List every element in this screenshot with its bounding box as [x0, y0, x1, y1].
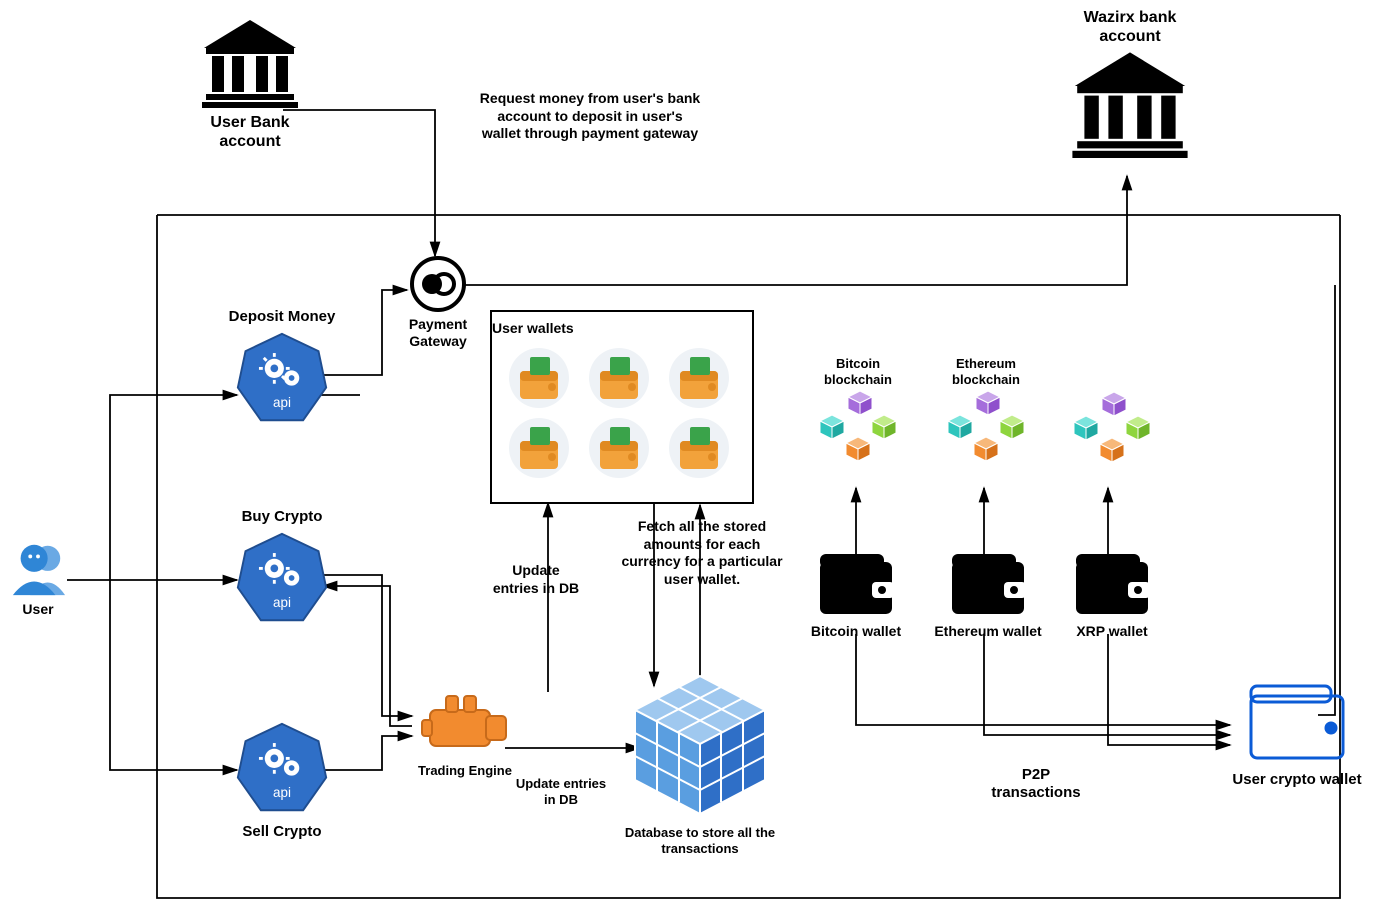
- api-heptagon-icon: api: [234, 330, 330, 426]
- xrp-wallet-node: XRP wallet: [1062, 552, 1162, 640]
- svg-text:api: api: [273, 785, 291, 800]
- p2p-label: P2P transactions: [976, 766, 1096, 802]
- wazirx-bank-node: Wazirx bank account: [1060, 8, 1200, 163]
- user-node: User: [8, 540, 68, 618]
- xrp-wallet-label: XRP wallet: [1062, 623, 1162, 640]
- blockchain-cluster-icon: [812, 387, 904, 475]
- wallet-icon: [666, 417, 732, 479]
- bitcoin-blockchain-node: Bitcoin blockchain: [808, 356, 908, 480]
- user-wallets-box: User wallets: [490, 310, 754, 504]
- database-node: Database to store all the transactions: [620, 670, 780, 856]
- svg-text:api: api: [273, 595, 291, 610]
- user-wallets-label: User wallets: [492, 320, 752, 337]
- wallet-icon: [586, 347, 652, 409]
- bank-icon: [200, 18, 300, 108]
- bitcoin-bc-label: Bitcoin blockchain: [808, 356, 908, 387]
- user-icon: [9, 540, 67, 596]
- black-wallet-icon: [948, 552, 1028, 618]
- user-bank-node: User Bank account: [190, 18, 310, 151]
- update-db-label-2: Update entries in DB: [506, 776, 616, 807]
- bank-icon: [1070, 50, 1190, 158]
- bitcoin-wallet-label: Bitcoin wallet: [806, 623, 906, 640]
- diagram-canvas: User Bank account Wazirx bank account Re…: [0, 0, 1400, 914]
- black-wallet-icon: [1072, 552, 1152, 618]
- outline-wallet-icon: [1247, 682, 1347, 762]
- payment-gateway-node: Payment Gateway: [398, 256, 478, 350]
- wallet-icon: [506, 417, 572, 479]
- trading-engine-label: Trading Engine: [410, 763, 520, 779]
- ethereum-wallet-label: Ethereum wallet: [928, 623, 1048, 640]
- deposit-api-label: Deposit Money: [222, 308, 342, 326]
- api-heptagon-icon: api: [234, 720, 330, 816]
- deposit-desc-label: Request money from user's bank account t…: [450, 90, 730, 143]
- user-label: User: [8, 601, 68, 618]
- payment-gateway-icon: [410, 256, 466, 312]
- update-db-label-1: Update entries in DB: [476, 562, 596, 597]
- buy-api-label: Buy Crypto: [222, 508, 342, 526]
- blockchain-cluster-icon: [940, 387, 1032, 475]
- xrp-blockchain-node: [1062, 388, 1162, 481]
- black-wallet-icon: [816, 552, 896, 618]
- payment-gateway-label: Payment Gateway: [398, 316, 478, 350]
- fetch-wallet-label: Fetch all the stored amounts for each cu…: [602, 518, 802, 588]
- sell-api-label: Sell Crypto: [222, 823, 342, 841]
- wallet-icon: [586, 417, 652, 479]
- ethereum-bc-label: Ethereum blockchain: [936, 356, 1036, 387]
- api-heptagon-icon: api: [234, 530, 330, 626]
- user-bank-label: User Bank account: [190, 113, 310, 151]
- blockchain-cluster-icon: [1066, 388, 1158, 476]
- database-label: Database to store all the transactions: [620, 825, 780, 856]
- sell-api-node: api Sell Crypto: [222, 720, 342, 841]
- database-cube-icon: [625, 670, 775, 820]
- svg-text:api: api: [273, 395, 291, 410]
- deposit-api-node: Deposit Money api: [222, 308, 342, 431]
- trading-engine-node: Trading Engine: [410, 690, 520, 779]
- buy-api-node: Buy Crypto api: [222, 508, 342, 631]
- user-crypto-wallet-label: User crypto wallet: [1222, 771, 1372, 789]
- wazirx-bank-label: Wazirx bank account: [1060, 8, 1200, 46]
- bitcoin-wallet-node: Bitcoin wallet: [806, 552, 906, 640]
- wallet-icon: [506, 347, 572, 409]
- wallet-icon: [666, 347, 732, 409]
- ethereum-wallet-node: Ethereum wallet: [928, 552, 1048, 640]
- user-crypto-wallet-node: User crypto wallet: [1222, 682, 1372, 789]
- engine-icon: [420, 690, 510, 756]
- ethereum-blockchain-node: Ethereum blockchain: [936, 356, 1036, 480]
